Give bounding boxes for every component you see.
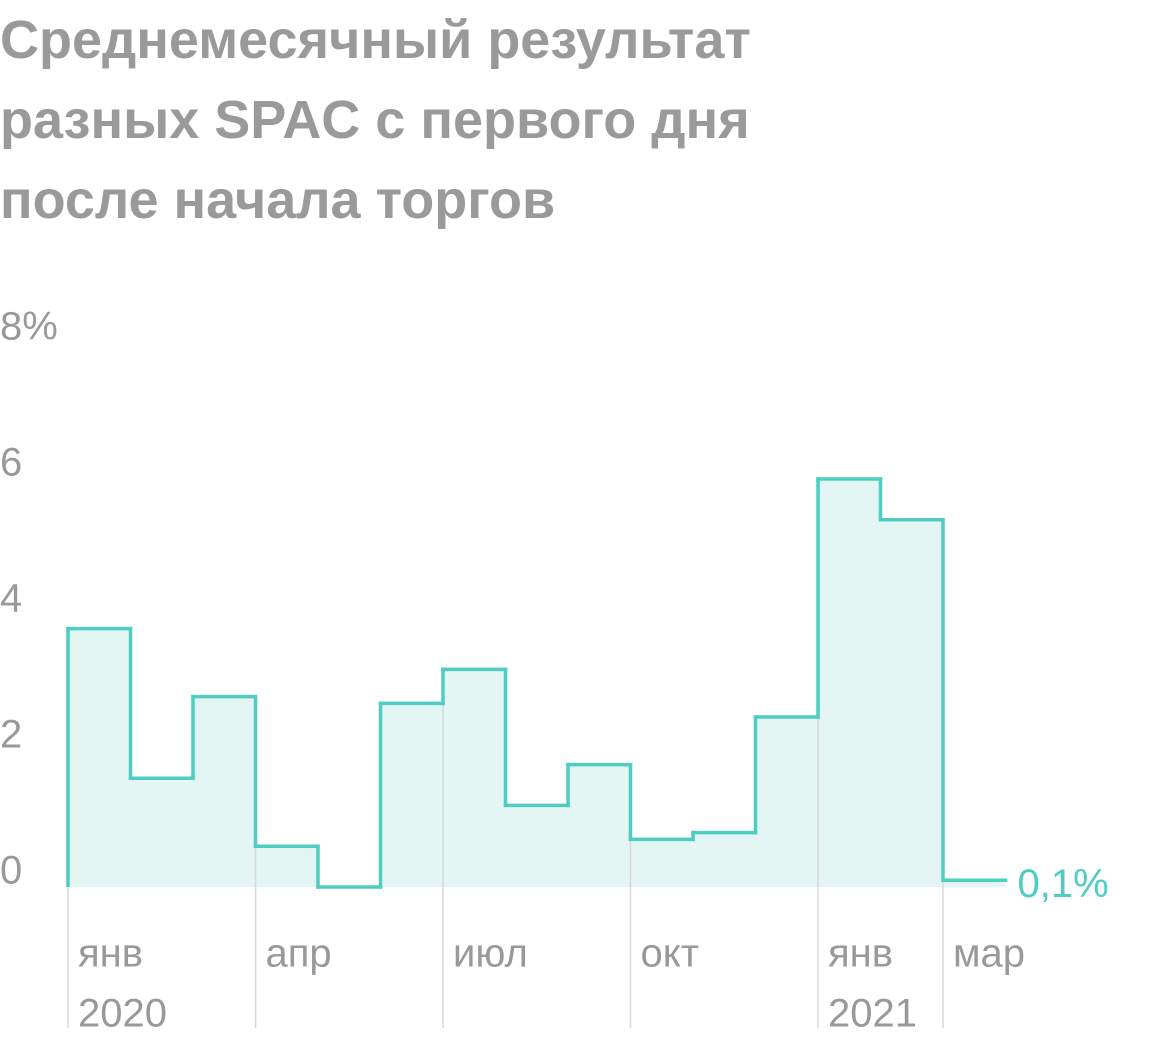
area	[693, 832, 756, 887]
area	[818, 479, 881, 887]
y-tick-label: 8%	[0, 305, 58, 349]
area	[880, 519, 943, 887]
year-label: 2020	[78, 992, 167, 1036]
x-tick-label: янв	[828, 932, 893, 976]
y-tick-label: 2	[0, 713, 22, 757]
area	[68, 628, 131, 887]
x-tick-label: янв	[78, 932, 143, 976]
x-tick-label: мар	[953, 932, 1025, 976]
x-tick-label: окт	[641, 932, 700, 976]
chart-title: Среднемесячный результат	[0, 10, 751, 70]
area	[630, 839, 693, 887]
area	[755, 717, 818, 887]
area	[255, 846, 318, 887]
area	[505, 805, 568, 887]
chart-title: после начала торгов	[0, 170, 555, 230]
chart-title: разных SPAC с первого дня	[0, 90, 750, 150]
area	[943, 880, 1006, 887]
year-label: 2021	[828, 992, 917, 1036]
x-tick-label: апр	[266, 932, 332, 976]
area	[130, 778, 193, 887]
value-label: 0,1%	[1018, 862, 1109, 906]
y-tick-label: 6	[0, 441, 22, 485]
y-tick-label: 4	[0, 577, 22, 621]
y-tick-label: 0	[0, 849, 22, 893]
area	[193, 696, 256, 887]
area	[568, 764, 631, 887]
area	[380, 703, 443, 887]
x-tick-label: июл	[453, 932, 528, 976]
area	[443, 669, 506, 887]
